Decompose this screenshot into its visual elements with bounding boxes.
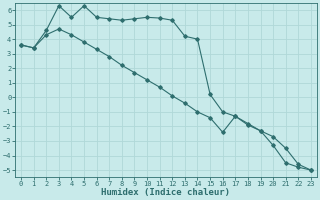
X-axis label: Humidex (Indice chaleur): Humidex (Indice chaleur)	[101, 188, 230, 197]
